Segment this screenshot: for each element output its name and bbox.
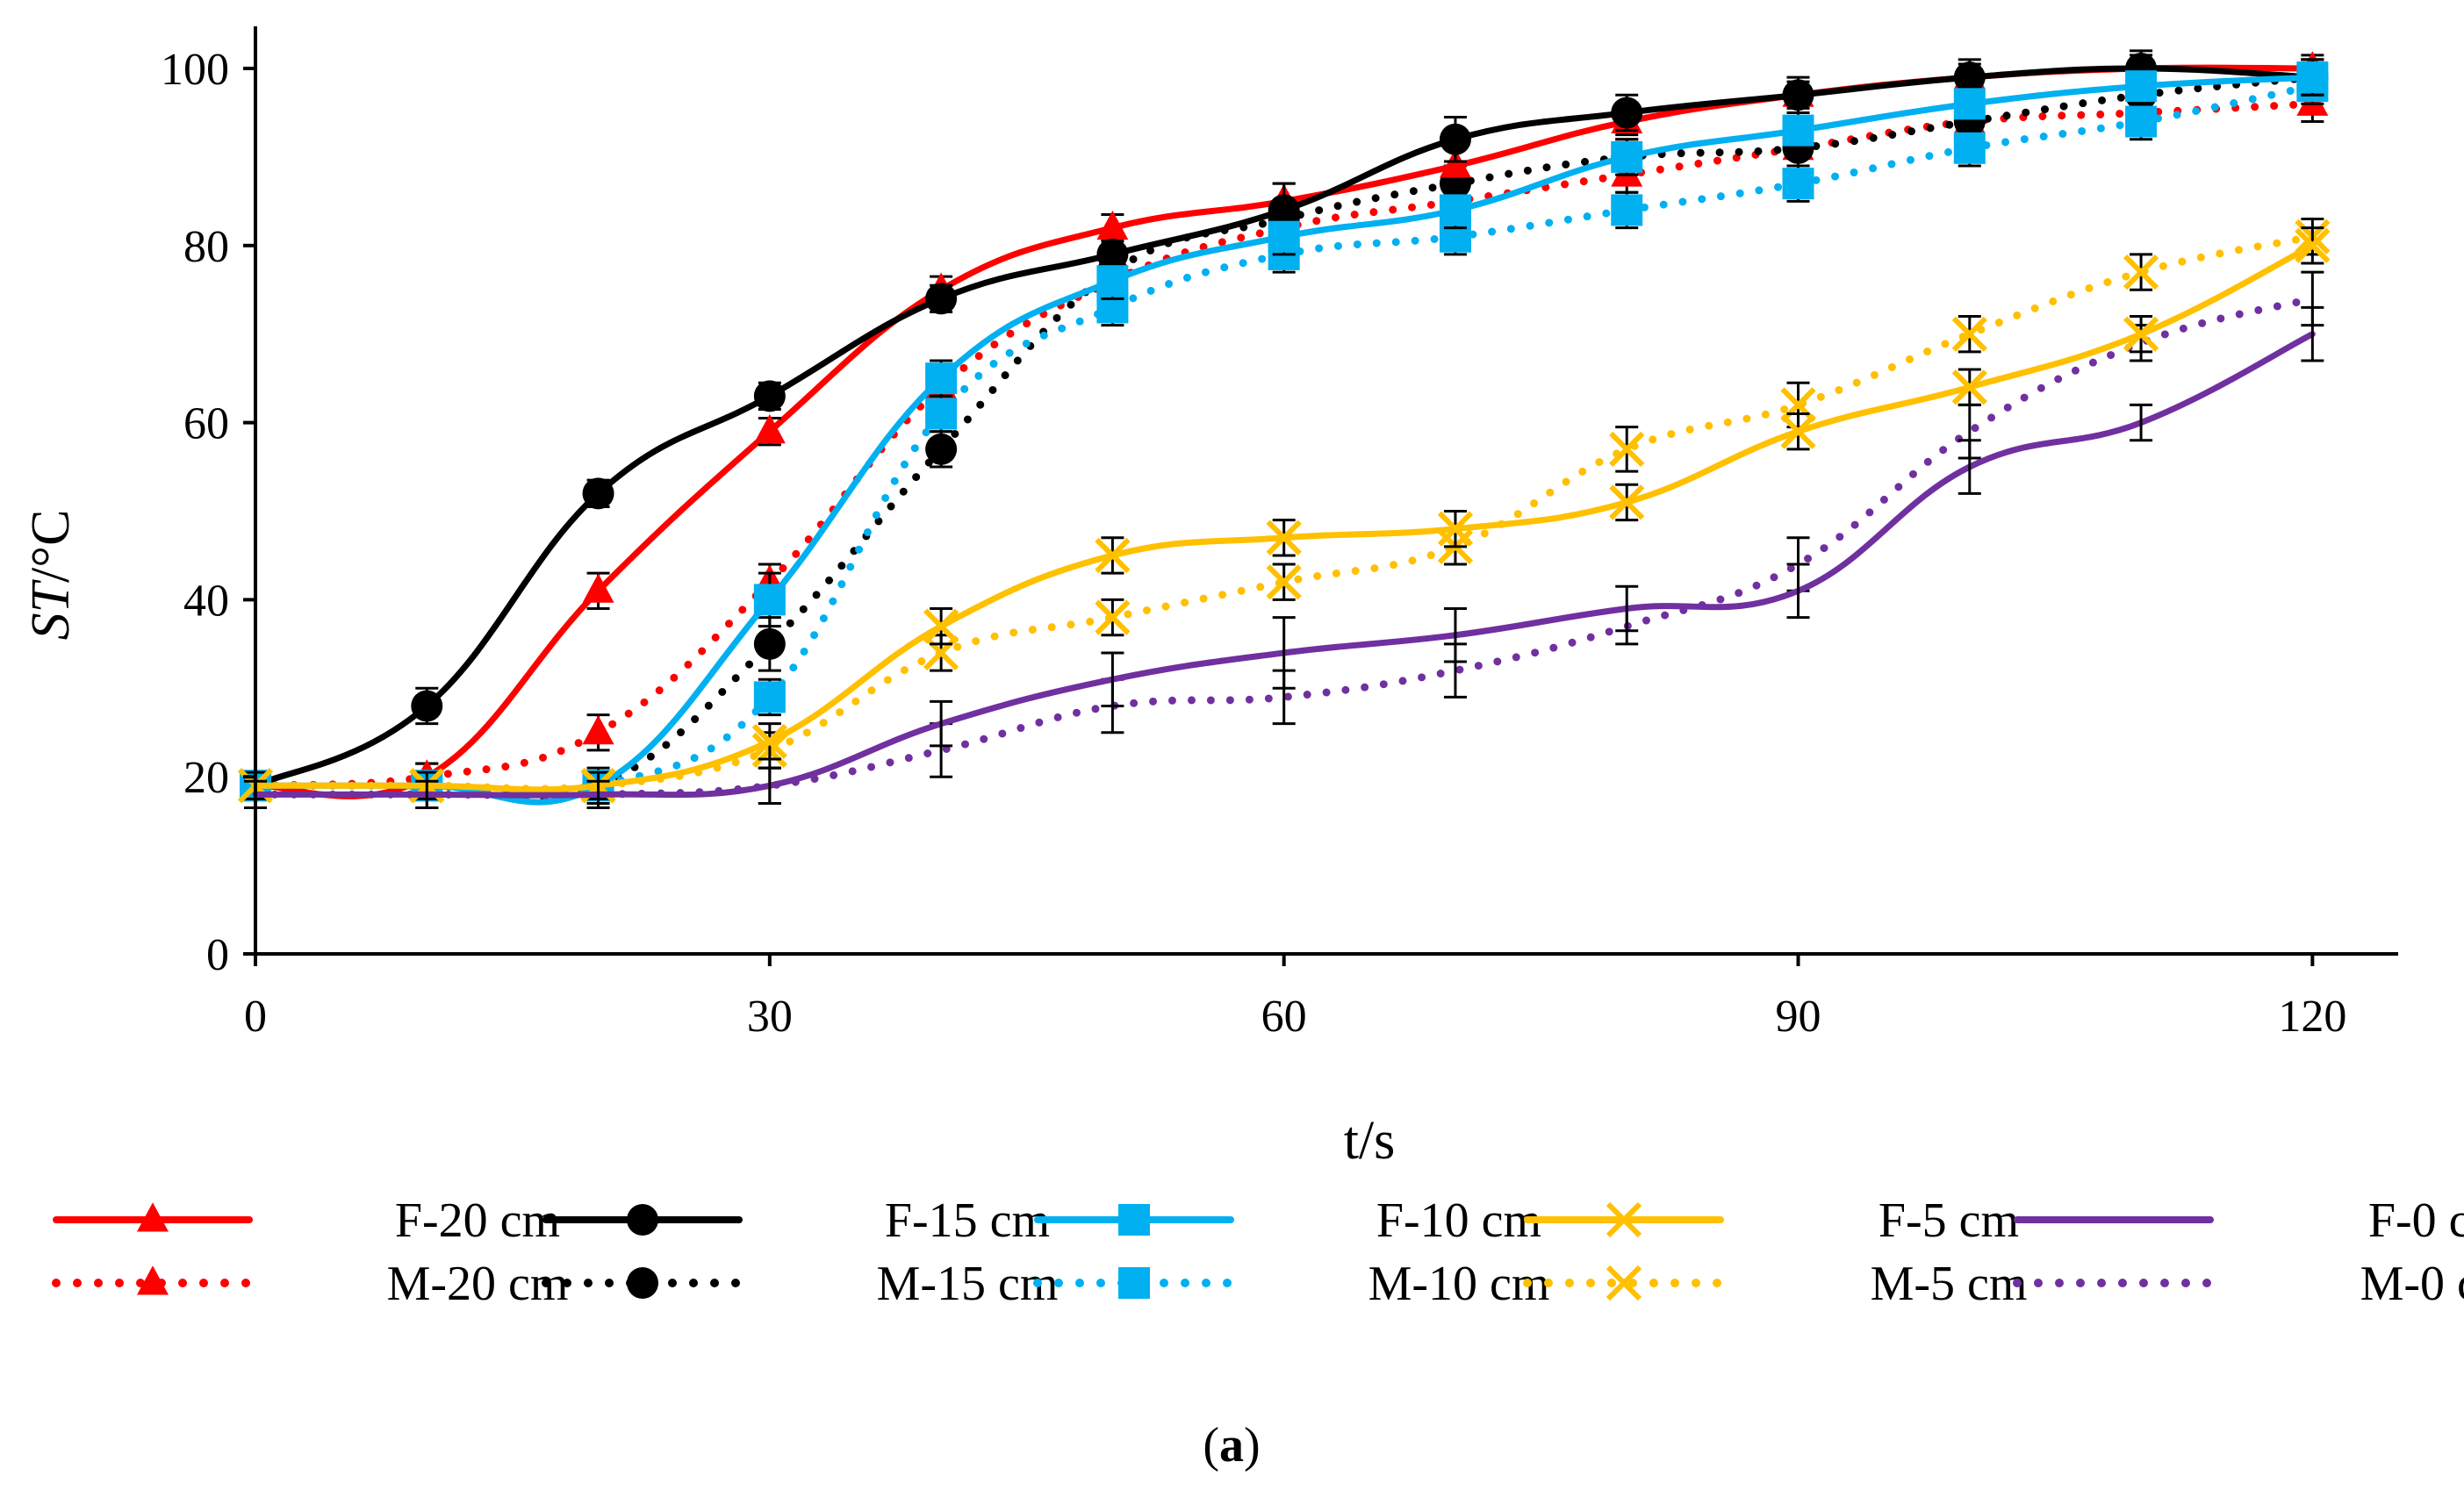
legend-item-f-0-cm-label: F-0 cm	[2368, 1193, 2464, 1248]
legend-item-f-20-cm: F-20 cm	[56, 1193, 560, 1248]
series-f-10-cm-point	[1096, 265, 1128, 297]
series-m-20-cm-point	[583, 715, 614, 744]
legend-item-m-20-cm: M-20 cm	[56, 1257, 568, 1311]
series-f-15-cm-point	[1783, 79, 1814, 111]
legend: F-20 cm F-15 cm F-10 cm F-5 cm F-0 cm M-20 cm…	[56, 1193, 2464, 1311]
legend-item-f-10-cm: F-10 cm	[1038, 1193, 1541, 1248]
legend-item-f-20-cm-label: F-20 cm	[395, 1193, 560, 1248]
chart-figure: 0 20 40 60 80 100 0 30 60 90 120 t/s ST/°C F-20 cm…	[0, 0, 2464, 1501]
tick-labels: 0 20 40 60 80 100 0 30 60 90 120	[161, 45, 2346, 1042]
series-f-10-cm-point	[925, 362, 957, 394]
x-axis-title: t/s	[1344, 1111, 1396, 1171]
series-f-10-cm-point	[1611, 141, 1642, 173]
legend-item-m-5-cm-label: M-5 cm	[1871, 1257, 2028, 1311]
y-tick-label: 0	[206, 930, 229, 980]
series-f-0-cm	[244, 307, 2324, 807]
y-axis-title-var: ST	[21, 578, 81, 640]
panel-label-paren-open: (	[1203, 1418, 1219, 1473]
panel-label: (a)	[1203, 1418, 1260, 1473]
legend-item-m-10-cm: M-10 cm	[1038, 1257, 1549, 1311]
legend-item-f-0-cm: F-0 cm	[2017, 1193, 2464, 1248]
legend-item-m-10-cm-marker	[1118, 1267, 1150, 1299]
series-m-15-cm-point	[925, 434, 957, 465]
y-tick-label: 60	[183, 399, 229, 449]
legend-item-m-10-cm-label: M-10 cm	[1368, 1257, 1550, 1311]
y-tick-label: 40	[183, 576, 229, 626]
series-f-0-cm-error-bar	[2301, 307, 2324, 361]
series-layer	[240, 51, 2328, 808]
series-f-15-cm-point	[1611, 97, 1642, 128]
legend-item-f-5-cm-label: F-5 cm	[1879, 1193, 2019, 1248]
series-m-10-cm-point	[1954, 133, 1986, 164]
axes	[243, 26, 2398, 966]
legend-item-m-15-cm-label: M-15 cm	[877, 1257, 1059, 1311]
panel-label-letter: a	[1219, 1418, 1244, 1473]
series-f-10-cm-point	[1783, 115, 1814, 147]
series-f-0-cm-error-bar	[1958, 441, 1981, 494]
series-f-10-cm-point	[1268, 221, 1300, 253]
series-m-10-cm-point	[1783, 168, 1814, 199]
series-f-15-cm-point	[1440, 124, 1471, 155]
series-f-15-cm-point	[411, 690, 442, 721]
line-chart: 0 20 40 60 80 100 0 30 60 90 120 t/s ST/°C F-20 cm…	[0, 0, 2464, 1501]
x-tick-label: 120	[2278, 992, 2346, 1042]
y-axis-title: ST/°C	[21, 510, 81, 641]
legend-item-f-5-cm: F-5 cm	[1527, 1193, 2019, 1248]
y-tick-label: 20	[183, 753, 229, 803]
x-tick-label: 60	[1261, 992, 1307, 1042]
series-m-10-cm-point	[754, 681, 786, 713]
y-tick-label: 80	[183, 222, 229, 272]
series-f-15-cm-point	[583, 477, 614, 509]
legend-item-m-15-cm-marker	[627, 1267, 658, 1299]
series-m-10-cm-point	[2125, 106, 2157, 138]
series-f-10-cm-point	[754, 584, 786, 615]
series-f-10-cm-point	[2125, 70, 2157, 102]
series-m-10-cm-point	[1611, 194, 1642, 226]
legend-item-f-10-cm-label: F-10 cm	[1376, 1193, 1541, 1248]
y-tick-label: 100	[161, 45, 229, 95]
legend-item-f-15-cm-marker	[627, 1204, 658, 1236]
legend-item-f-15-cm: F-15 cm	[546, 1193, 1050, 1248]
series-f-15-cm-point	[754, 380, 786, 412]
legend-item-m-0-cm: M-0 cm	[2017, 1257, 2464, 1311]
series-f-10-cm-point	[2296, 61, 2328, 93]
series-m-10-cm-point	[925, 398, 957, 430]
legend-item-m-15-cm: M-15 cm	[546, 1257, 1058, 1311]
legend-item-f-10-cm-marker	[1118, 1204, 1150, 1236]
panel-label-paren-close: )	[1244, 1418, 1261, 1473]
series-f-15-cm-point	[925, 283, 957, 314]
series-m-15-cm-point	[754, 628, 786, 660]
series-f-10-cm-point	[1954, 88, 1986, 119]
legend-item-m-0-cm-label: M-0 cm	[2360, 1257, 2464, 1311]
x-tick-label: 30	[747, 992, 793, 1042]
x-tick-label: 0	[244, 992, 267, 1042]
x-tick-label: 90	[1776, 992, 1821, 1042]
legend-item-m-20-cm-label: M-20 cm	[387, 1257, 569, 1311]
y-axis-title-unit: /°C	[21, 510, 81, 583]
legend-item-f-15-cm-label: F-15 cm	[885, 1193, 1050, 1248]
series-f-10-cm-point	[1440, 194, 1471, 226]
legend-item-m-5-cm: M-5 cm	[1527, 1257, 2027, 1311]
